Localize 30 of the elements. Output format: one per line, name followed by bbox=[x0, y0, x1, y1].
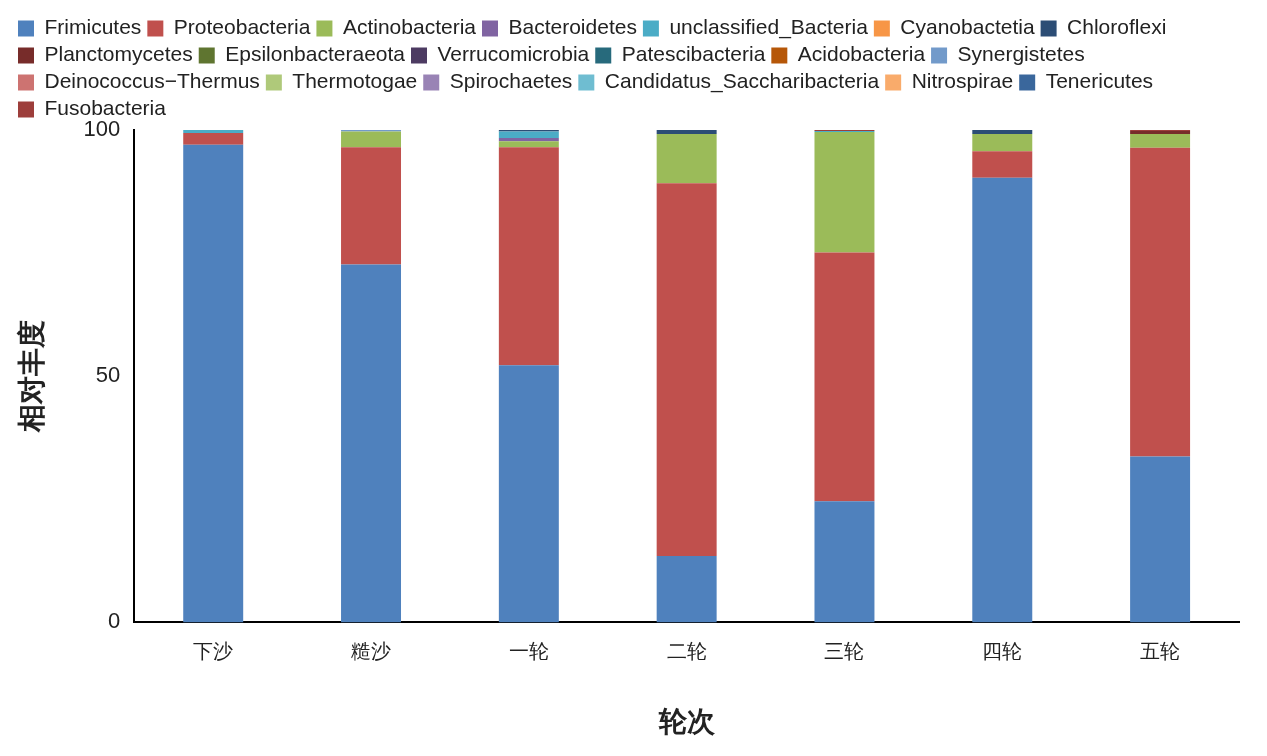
legend-label: Acidobacteria bbox=[797, 42, 926, 66]
legend-label: Thermotogae bbox=[292, 69, 418, 93]
legend-label: Actinobacteria bbox=[342, 15, 477, 39]
legend-label: unclassified_Bacteria bbox=[669, 15, 869, 40]
x-tick-label: 三轮 bbox=[824, 639, 865, 662]
y-tick-label: 0 bbox=[108, 608, 121, 634]
legend-label: Epsilonbacteraeota bbox=[225, 42, 406, 66]
x-tick-label: 四轮 bbox=[982, 639, 1023, 662]
legend-label: Bacteroidetes bbox=[508, 15, 637, 39]
legend-label: Nitrospirae bbox=[911, 69, 1014, 93]
x-tick-label: 二轮 bbox=[666, 639, 707, 662]
legend-label: Tenericutes bbox=[1045, 69, 1154, 93]
legend-label: Frimicutes bbox=[44, 15, 142, 39]
legend-label: Synergistetes bbox=[957, 42, 1085, 66]
legend-label: Chloroflexi bbox=[1067, 15, 1167, 39]
x-tick-label: 一轮 bbox=[508, 639, 549, 662]
legend-label: Spirochaetes bbox=[449, 69, 573, 93]
y-axis-title: 相对丰度 bbox=[15, 320, 47, 434]
x-tick-label: 五轮 bbox=[1140, 639, 1181, 662]
legend-label: Verrucomicrobia bbox=[437, 42, 590, 66]
legend-label: Candidatus_Saccharibacteria bbox=[604, 69, 880, 94]
legend-label: Cyanobactetia bbox=[900, 15, 1035, 39]
legend-label: Planctomycetes bbox=[44, 42, 193, 66]
y-tick-label: 50 bbox=[95, 362, 121, 388]
x-tick-label: 下沙 bbox=[193, 639, 234, 662]
x-tick-label: 糙沙 bbox=[351, 639, 392, 662]
x-axis-title: 轮次 bbox=[657, 705, 716, 737]
legend-label: Patescibacteria bbox=[621, 42, 766, 66]
legend-label: Proteobacteria bbox=[173, 15, 311, 39]
legend-label: Deinococcus−Thermus bbox=[44, 69, 260, 93]
